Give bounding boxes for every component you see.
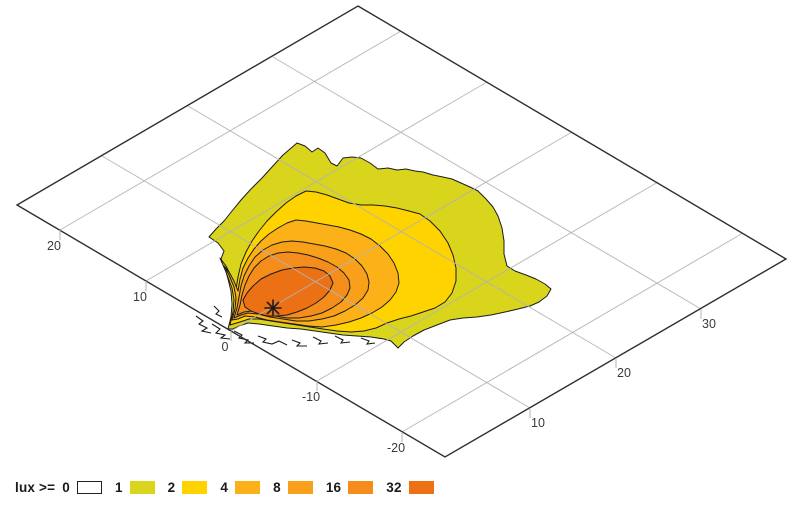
grid-line [316, 181, 659, 382]
legend-item-16: 16 [325, 479, 374, 495]
legend-label: 32 [386, 479, 402, 495]
legend-item-1: 1 [115, 480, 155, 495]
contour-convergence-hatch [312, 336, 329, 345]
legend-swatch [348, 480, 374, 494]
axis-tick-label: 10 [133, 290, 147, 304]
contour-convergence-hatch [291, 339, 307, 347]
axis-tick-label: -10 [302, 390, 320, 404]
grid-line [187, 105, 617, 359]
legend-swatch [408, 480, 434, 494]
legend: lux >= 0 1 2 4 8 16 32 [15, 478, 447, 496]
legend-item-8: 8 [273, 480, 313, 495]
legend-label: 0 [62, 479, 70, 495]
legend-item-2: 2 [168, 480, 208, 495]
axis-tick-label: 20 [617, 366, 631, 380]
contour-convergence-hatch [211, 323, 231, 340]
max-point-marker [266, 301, 280, 315]
contour-convergence-hatch [360, 337, 376, 345]
legend-label: 1 [114, 479, 123, 495]
legend-title: lux >= [15, 479, 56, 495]
legend-swatch [129, 480, 155, 494]
legend-swatch [287, 480, 313, 494]
contour-convergence-hatch [257, 335, 288, 346]
axis-tick-label: 10 [531, 416, 545, 430]
plot-frame [15, 5, 788, 458]
grid-line [272, 56, 702, 310]
axis-tick-label: 30 [702, 317, 716, 331]
legend-swatch [76, 480, 102, 494]
legend-label: 4 [220, 479, 229, 495]
axis-tick-label: -20 [387, 441, 405, 455]
grid-line [101, 155, 531, 409]
axis-tick-label: 0 [222, 340, 229, 354]
legend-item-32: 32 [386, 479, 434, 495]
legend-label: 8 [273, 479, 281, 495]
legend-item-0: 0 [62, 480, 102, 495]
legend-item-4: 4 [220, 479, 261, 495]
legend-swatch [182, 480, 208, 494]
contour-convergence-hatch [213, 305, 223, 318]
legend-label: 2 [167, 479, 176, 495]
legend-swatch [235, 480, 261, 494]
legend-label: 16 [325, 479, 342, 495]
contour-convergence-hatch [195, 315, 212, 334]
axis-tick-label: 20 [47, 239, 61, 253]
contour-convergence-hatch [334, 335, 351, 344]
